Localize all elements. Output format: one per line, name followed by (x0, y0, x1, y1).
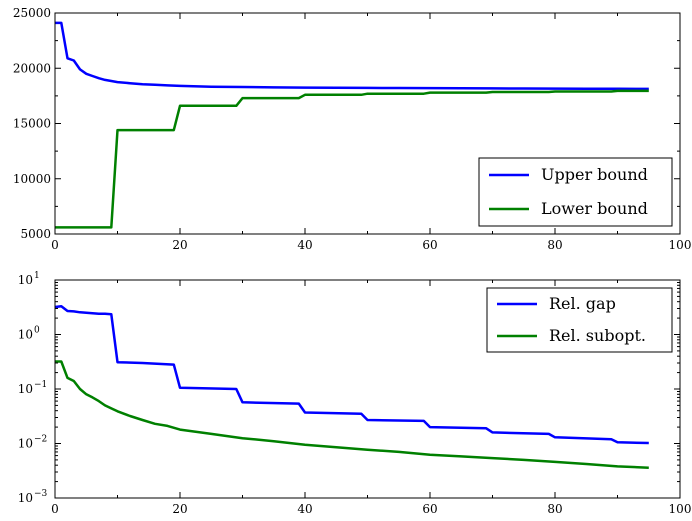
y-tick-label: 10 (18, 273, 33, 287)
x-tick-label: 100 (669, 502, 692, 516)
y-tick-label-base: 10 (18, 328, 33, 342)
x-tick-label: 40 (297, 238, 312, 252)
y-tick-label: 10000 (13, 172, 51, 186)
series-line-rel-subopt (55, 360, 649, 469)
legend-label: Upper bound (541, 165, 648, 184)
y-tick-label: 10 (18, 328, 33, 342)
series-line-upper-bound (55, 21, 649, 91)
y-tick-label-exponent: −2 (34, 435, 47, 445)
x-tick-label: 0 (51, 502, 59, 516)
legend-box (486, 287, 673, 353)
y-tick-label: 20000 (13, 61, 51, 75)
legend-label: Lower bound (541, 199, 648, 218)
x-tick-label: 0 (51, 238, 59, 252)
y-tick-label-exponent: −3 (34, 489, 48, 499)
y-tick-label-base: 10 (18, 273, 33, 287)
upper-panel: 0 20 40 60 80 100 5000 10000 15000 20000 25000 Upp… (13, 6, 692, 252)
y-tick-label: 15000 (13, 117, 51, 131)
x-tick-label: 20 (172, 502, 187, 516)
y-tick-label-base: 10 (18, 437, 33, 451)
y-tick-label: 10 (18, 491, 33, 505)
series-line-rel-gap (54, 304, 649, 445)
x-tick-label: 80 (547, 238, 562, 252)
y-tick-label: 25000 (13, 6, 51, 20)
x-tick-label: 80 (547, 502, 562, 516)
x-tick-label: 60 (422, 238, 437, 252)
x-tick-label: 20 (172, 238, 187, 252)
lower-panel-lines (54, 304, 649, 469)
y-tick-label: 5000 (20, 227, 51, 241)
y-tick-label-exponent: 1 (34, 271, 40, 281)
upper-panel-lines (55, 21, 649, 229)
legend-label: Rel. subopt. (549, 326, 646, 345)
upper-panel-ticks: 0 20 40 60 80 100 5000 10000 15000 20000 25000 (13, 6, 692, 252)
lower-panel-legend: Rel. gap Rel. subopt. (486, 287, 673, 353)
legend-label: Rel. gap (549, 294, 616, 313)
x-tick-label: 100 (669, 238, 692, 252)
y-tick-label-exponent: 0 (34, 326, 40, 336)
x-tick-label: 60 (422, 502, 437, 516)
y-tick-label: 10 (18, 437, 33, 451)
y-tick-label-base: 10 (18, 382, 33, 396)
y-tick-label: 10 (18, 382, 33, 396)
legend-box (478, 157, 673, 227)
y-tick-label-base: 10 (18, 491, 33, 505)
y-tick-label-exponent: −1 (34, 380, 47, 390)
series-line-lower-bound (55, 89, 649, 229)
upper-panel-legend: Upper bound Lower bound (478, 157, 673, 227)
x-tick-label: 40 (297, 502, 312, 516)
